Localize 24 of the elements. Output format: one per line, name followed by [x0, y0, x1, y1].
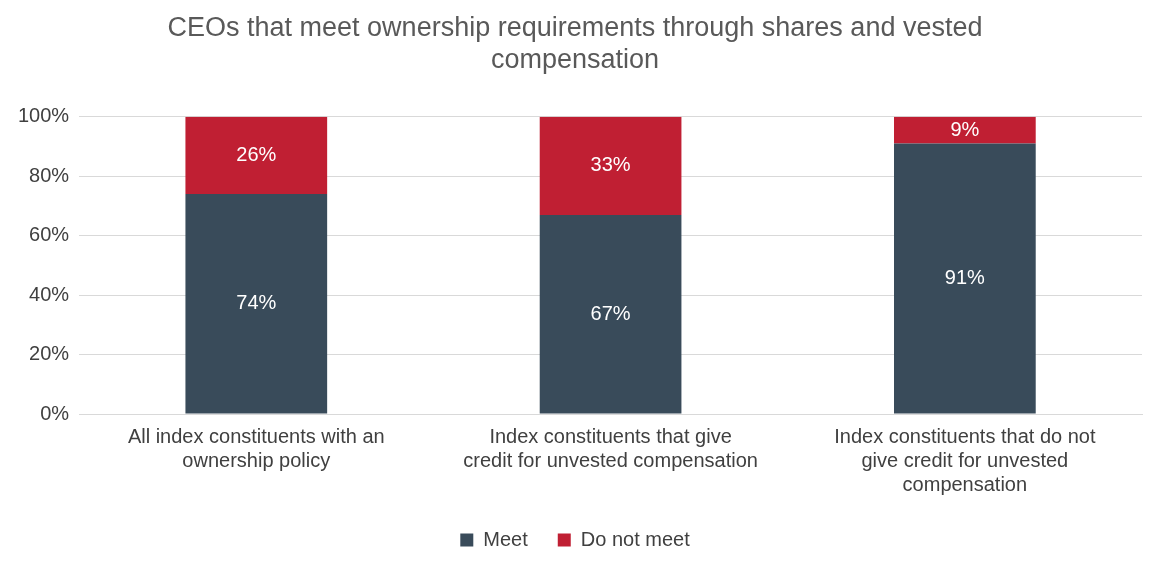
y-tick-label: 20%: [29, 342, 70, 365]
y-tick-label: 40%: [29, 282, 70, 305]
data-label: 91%: [944, 266, 986, 289]
y-tick-label: 100%: [18, 104, 70, 127]
bar: [185, 116, 328, 195]
y-tick-label: 0%: [40, 401, 70, 424]
x-tick-label: Index constituents that give credit for unvested compensation: [463, 424, 758, 471]
bar: [539, 214, 682, 414]
bar: [539, 116, 682, 215]
legend-label: Do not meet: [580, 527, 691, 550]
data-label: 9%: [950, 117, 980, 140]
y-tick-label: 60%: [29, 223, 70, 246]
legend-label: Meet: [483, 527, 529, 550]
bar: [894, 143, 1036, 414]
bar: [894, 116, 1036, 144]
data-label: 67%: [590, 301, 631, 324]
data-label: 26%: [236, 142, 277, 165]
bar: [185, 194, 328, 414]
data-label: 74%: [236, 291, 277, 314]
chart-title: CEOs that meet ownership requirements through shares and vested compensation: [167, 11, 983, 75]
x-tick-label: All index constituents with an ownership policy: [127, 424, 385, 471]
x-tick-label: Index constituents that do not give credit for unvested compensation: [834, 424, 1096, 495]
data-label: 33%: [590, 153, 631, 176]
y-tick-label: 80%: [29, 163, 70, 186]
